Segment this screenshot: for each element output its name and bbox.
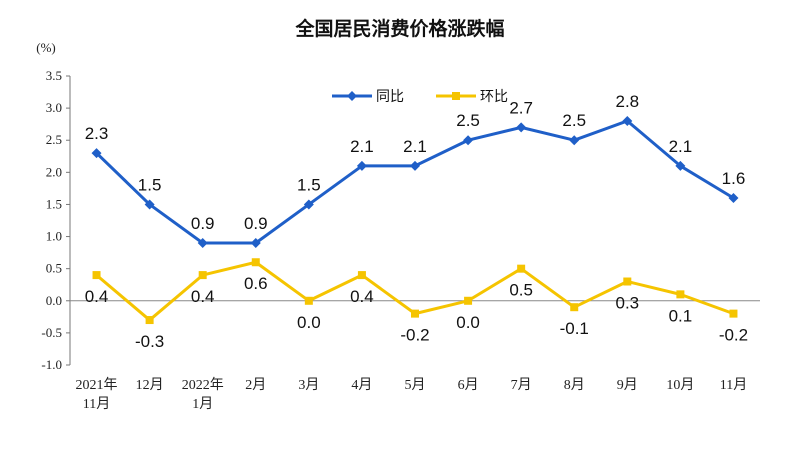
y-tick-label: 1.0 xyxy=(46,229,62,244)
data-label: 2.1 xyxy=(403,137,427,156)
series-1-point xyxy=(251,258,260,267)
data-label: 2.1 xyxy=(350,137,374,156)
series-1-point xyxy=(517,264,526,273)
y-tick-label: 2.5 xyxy=(46,132,62,147)
data-label: 2.5 xyxy=(562,111,586,130)
x-tick-label: 10月 xyxy=(666,377,694,393)
data-label: 0.3 xyxy=(615,294,639,313)
series-0-point xyxy=(728,193,739,204)
data-label: 0.4 xyxy=(85,287,109,306)
legend-label-1: 环比 xyxy=(480,89,508,105)
x-tick-label: 5月 xyxy=(405,377,426,393)
series-0-point xyxy=(410,160,420,171)
y-axis-label: (%) xyxy=(36,40,56,55)
data-label: 2.8 xyxy=(615,92,639,111)
series-1-point xyxy=(623,277,632,286)
series-0-point xyxy=(675,160,686,171)
series-0-point xyxy=(356,160,367,171)
data-label: 1.6 xyxy=(722,169,746,188)
y-tick-label: 3.5 xyxy=(46,68,62,83)
data-label: 0.4 xyxy=(191,287,215,306)
series-1-point xyxy=(145,316,154,325)
data-label: 0.9 xyxy=(244,214,268,233)
series-1-point xyxy=(411,309,419,318)
legend: 同比 环比 xyxy=(332,89,508,105)
series-1-point xyxy=(676,290,685,299)
y-tick-label: -1.0 xyxy=(41,357,62,372)
x-tick-label: 3月 xyxy=(298,377,319,393)
data-label: 2.1 xyxy=(669,137,693,156)
y-tick-label: 2.0 xyxy=(46,164,62,179)
data-label: 2.5 xyxy=(456,111,480,130)
x-tick-label: 2022年 xyxy=(182,377,224,393)
series-1-point xyxy=(357,271,366,280)
x-tick-label: 2月 xyxy=(245,377,266,393)
series-0-point xyxy=(144,199,155,210)
series-1-point xyxy=(304,296,313,305)
x-tick-label: 1月 xyxy=(192,396,213,412)
y-tick-label: -0.5 xyxy=(41,325,62,340)
legend-label-0: 同比 xyxy=(376,89,404,105)
data-label: 2.7 xyxy=(509,98,533,117)
series-0-point xyxy=(569,135,580,146)
series-1-point xyxy=(729,309,738,318)
data-label: 0.0 xyxy=(456,313,480,332)
series-0-point xyxy=(463,135,474,146)
series-0-point xyxy=(91,148,102,159)
data-label: 0.0 xyxy=(297,313,321,332)
series-1-point xyxy=(570,303,579,312)
series-1-point xyxy=(92,271,101,280)
x-tick-label: 6月 xyxy=(458,377,479,393)
legend-marker-1 xyxy=(452,92,460,100)
x-tick-label: 8月 xyxy=(564,377,585,393)
axes: (%) 3.5 3.0 2.5 2.0 1.5 1.0 0.5 0.0 -0.5 -1.0 2021年… xyxy=(36,40,760,412)
series-0-point xyxy=(303,199,314,210)
series-1-point xyxy=(464,296,473,305)
x-tick-label: 9月 xyxy=(617,377,638,393)
data-labels: 2.3 1.5 0.9 0.9 1.5 2.1 2.1 2.5 2.7 2.5 2.8 2.1 1.6 0… xyxy=(85,92,748,351)
data-label: -0.3 xyxy=(135,332,164,351)
legend-marker-0 xyxy=(347,91,357,101)
series-layer xyxy=(91,115,739,325)
data-label: -0.2 xyxy=(400,326,429,345)
data-label: 0.1 xyxy=(669,306,693,325)
data-label: 0.9 xyxy=(191,214,215,233)
data-label: 1.5 xyxy=(138,175,162,194)
data-label: -0.2 xyxy=(719,326,748,345)
y-tick-label: 0.5 xyxy=(46,261,62,276)
y-tick-label: 1.5 xyxy=(46,196,62,211)
data-label: 0.5 xyxy=(509,281,533,300)
y-tick-label: 3.0 xyxy=(46,100,62,115)
series-0-point xyxy=(516,122,527,133)
series-0-point xyxy=(622,115,633,126)
data-label: 2.3 xyxy=(85,124,109,143)
series-0-point xyxy=(250,237,261,248)
data-label: 0.6 xyxy=(244,274,268,293)
data-label: 0.4 xyxy=(350,287,374,306)
x-tick-label: 4月 xyxy=(351,377,372,393)
x-tick-label: 11月 xyxy=(720,377,747,393)
series-0-point xyxy=(197,237,208,248)
x-tick-label: 7月 xyxy=(511,377,532,393)
x-tick-label: 2021年 xyxy=(76,377,118,393)
data-label: -0.1 xyxy=(560,319,589,338)
x-tick-label: 12月 xyxy=(136,377,164,393)
chart-title: 全国居民消费价格涨跌幅 xyxy=(295,18,505,40)
x-tick-label: 11月 xyxy=(83,396,110,412)
series-1-point xyxy=(198,271,207,280)
y-tick-label: 0.0 xyxy=(46,293,62,308)
data-label: 1.5 xyxy=(297,175,321,194)
